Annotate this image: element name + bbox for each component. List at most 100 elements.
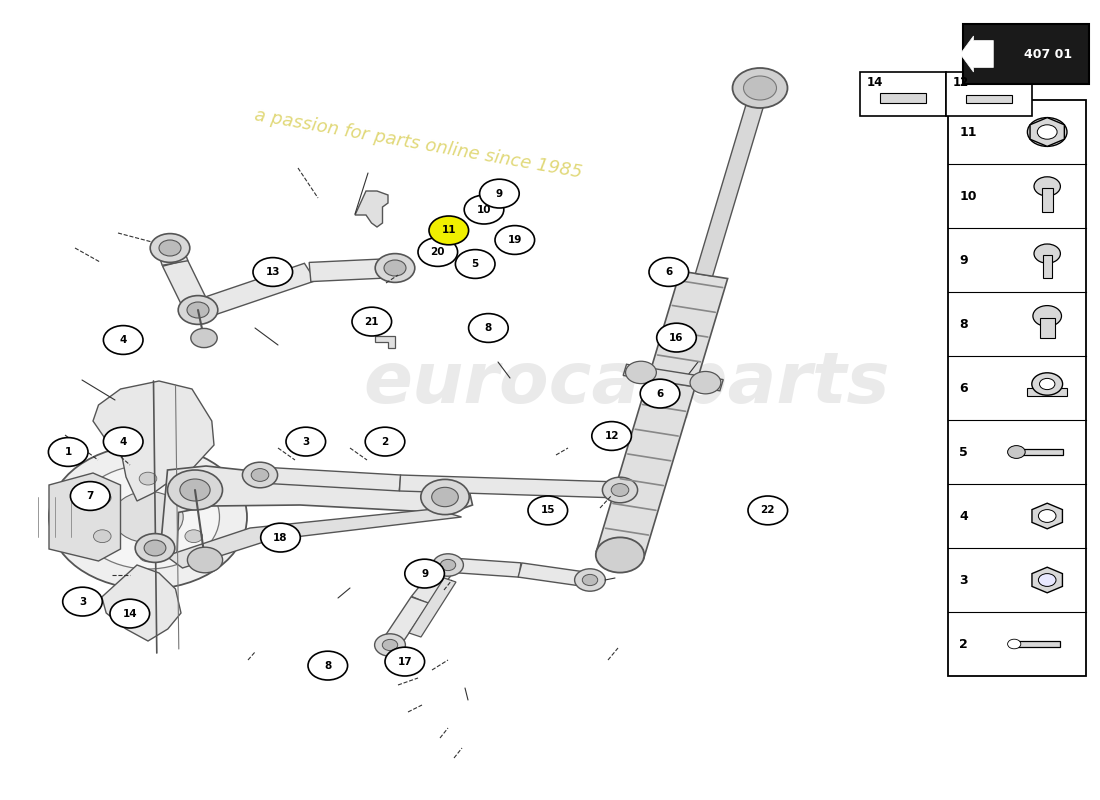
Circle shape xyxy=(365,427,405,456)
Text: 2: 2 xyxy=(382,437,388,446)
Polygon shape xyxy=(409,578,456,637)
Text: 18: 18 xyxy=(273,533,288,542)
Text: a passion for parts online since 1985: a passion for parts online since 1985 xyxy=(253,106,583,182)
FancyArrow shape xyxy=(960,36,993,72)
Circle shape xyxy=(383,639,398,650)
Text: 10: 10 xyxy=(476,205,492,214)
Circle shape xyxy=(432,554,463,576)
Text: 12: 12 xyxy=(953,77,969,90)
Circle shape xyxy=(649,258,689,286)
Circle shape xyxy=(464,195,504,224)
Text: 7: 7 xyxy=(87,491,94,501)
Bar xyxy=(860,72,946,116)
Polygon shape xyxy=(50,473,121,561)
Circle shape xyxy=(151,234,190,262)
Polygon shape xyxy=(399,475,620,498)
Circle shape xyxy=(110,599,150,628)
Circle shape xyxy=(574,569,605,591)
Circle shape xyxy=(144,540,166,556)
Circle shape xyxy=(469,314,508,342)
Polygon shape xyxy=(411,562,456,604)
Polygon shape xyxy=(624,364,723,391)
Text: 15: 15 xyxy=(540,506,556,515)
Polygon shape xyxy=(102,565,182,641)
Circle shape xyxy=(1034,177,1060,196)
Circle shape xyxy=(603,477,638,503)
Circle shape xyxy=(103,427,143,456)
Text: 9: 9 xyxy=(421,569,428,578)
Text: 3: 3 xyxy=(959,574,968,586)
Circle shape xyxy=(495,226,535,254)
Text: 9: 9 xyxy=(959,254,968,266)
Text: eurocarparts: eurocarparts xyxy=(363,350,890,418)
Circle shape xyxy=(1040,378,1055,390)
Circle shape xyxy=(113,491,184,542)
Circle shape xyxy=(418,238,458,266)
Text: 14: 14 xyxy=(122,609,138,618)
Polygon shape xyxy=(1030,118,1065,146)
Polygon shape xyxy=(161,466,473,556)
Circle shape xyxy=(308,651,348,680)
Circle shape xyxy=(592,422,631,450)
Circle shape xyxy=(1038,574,1056,586)
Circle shape xyxy=(187,302,209,318)
Text: 1: 1 xyxy=(65,447,72,457)
Polygon shape xyxy=(695,86,769,276)
Polygon shape xyxy=(596,271,727,558)
Text: 20: 20 xyxy=(430,247,446,257)
Text: 6: 6 xyxy=(666,267,672,277)
Circle shape xyxy=(185,530,202,542)
Circle shape xyxy=(50,445,248,589)
Circle shape xyxy=(657,323,696,352)
Circle shape xyxy=(352,307,392,336)
Circle shape xyxy=(48,438,88,466)
Bar xyxy=(962,24,1089,84)
Circle shape xyxy=(455,250,495,278)
Bar xyxy=(1040,318,1055,338)
Circle shape xyxy=(135,534,175,562)
Bar xyxy=(966,95,1012,103)
Bar xyxy=(1027,388,1067,396)
Circle shape xyxy=(528,496,568,525)
Circle shape xyxy=(375,254,415,282)
Circle shape xyxy=(596,538,645,573)
Bar xyxy=(1043,255,1052,278)
Text: 8: 8 xyxy=(959,318,968,330)
Circle shape xyxy=(1027,118,1067,146)
Circle shape xyxy=(385,647,425,676)
Circle shape xyxy=(77,465,220,569)
Circle shape xyxy=(140,549,157,562)
Circle shape xyxy=(140,472,157,485)
Circle shape xyxy=(1037,125,1057,139)
Text: 5: 5 xyxy=(959,446,968,458)
Polygon shape xyxy=(375,336,395,349)
Polygon shape xyxy=(381,597,429,648)
Circle shape xyxy=(421,479,470,514)
Text: 6: 6 xyxy=(657,389,663,398)
Text: 14: 14 xyxy=(867,77,883,90)
Circle shape xyxy=(733,68,788,108)
Circle shape xyxy=(70,482,110,510)
Polygon shape xyxy=(447,558,521,577)
Circle shape xyxy=(160,240,182,256)
Text: 4: 4 xyxy=(120,335,127,345)
Text: 21: 21 xyxy=(364,317,380,326)
Circle shape xyxy=(242,462,277,488)
Text: 17: 17 xyxy=(397,657,412,666)
Polygon shape xyxy=(94,381,214,501)
Bar xyxy=(948,100,1086,676)
Polygon shape xyxy=(166,509,462,568)
Circle shape xyxy=(1008,446,1025,458)
Circle shape xyxy=(286,427,326,456)
Circle shape xyxy=(612,483,629,496)
Bar xyxy=(1042,188,1053,212)
Text: 3: 3 xyxy=(302,437,309,446)
Bar xyxy=(1014,641,1060,647)
Circle shape xyxy=(744,76,777,100)
Circle shape xyxy=(375,634,406,656)
Polygon shape xyxy=(260,467,400,491)
Circle shape xyxy=(690,371,721,394)
Text: 8: 8 xyxy=(485,323,492,333)
Text: 22: 22 xyxy=(760,506,775,515)
Circle shape xyxy=(1038,510,1056,522)
